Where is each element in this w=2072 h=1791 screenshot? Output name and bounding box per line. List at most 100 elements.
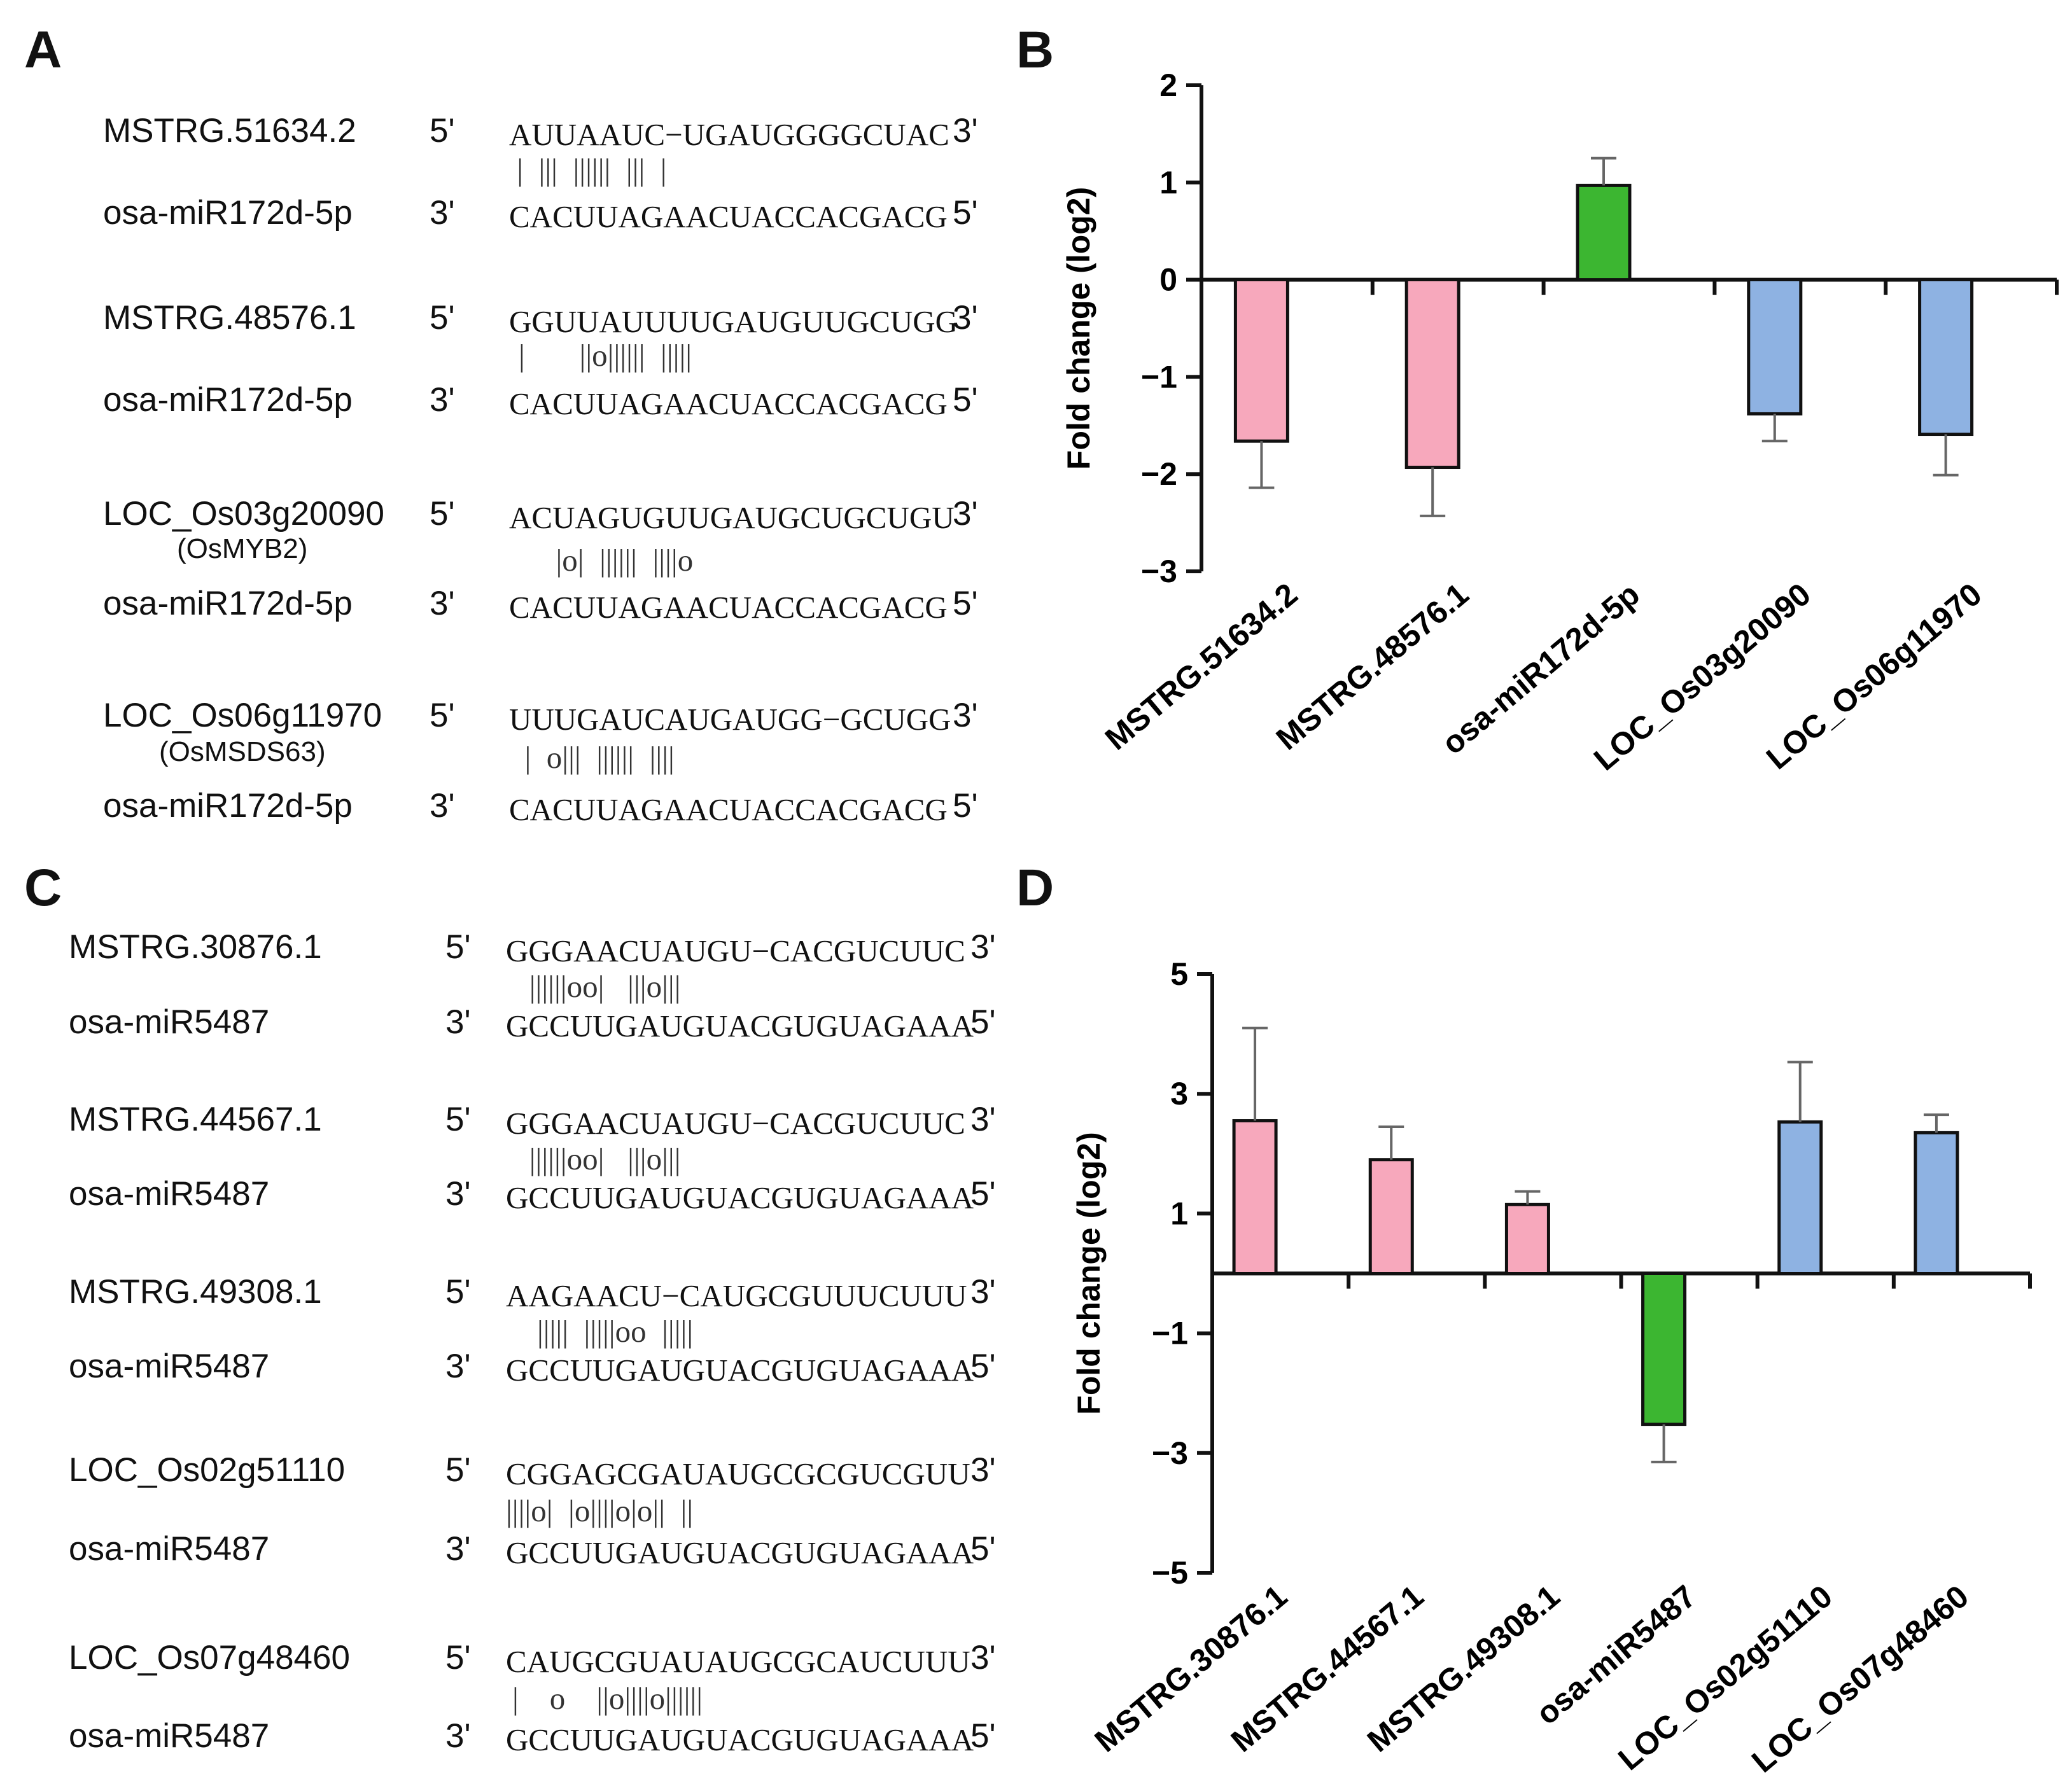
- target-3prime: 3': [953, 495, 978, 533]
- y-tick-label: −3: [1141, 554, 1177, 589]
- base-pairing: ||||| |||||oo |||||: [506, 1314, 694, 1349]
- mirna-3prime: 3': [430, 381, 455, 419]
- bar: [1777, 1120, 1823, 1275]
- y-tick-label: 2: [1159, 67, 1177, 103]
- y-axis-label: Fold change (log2): [1071, 1132, 1107, 1414]
- mirna-5prime: 5': [970, 1175, 996, 1213]
- bar: [1914, 1131, 1959, 1275]
- mirna-5prime: 5': [970, 1003, 996, 1041]
- y-tick-label: −1: [1141, 359, 1177, 394]
- target-name: MSTRG.44567.1: [69, 1101, 322, 1138]
- target-sequence: GGGAACUAUGU−CACGUCUUC: [506, 1106, 965, 1141]
- chart-d-fold-change: Fold change (log2)−5−3−1135MSTRG.30876.1…: [1071, 956, 2032, 1780]
- mirna-name: osa-miR172d-5p: [103, 585, 353, 622]
- bar: [1368, 1158, 1414, 1275]
- mirna-5prime: 5': [970, 1348, 996, 1385]
- target-3prime: 3': [970, 1273, 996, 1311]
- mirna-sequence: GCCUUGAUGUACGUGUAGAAA: [506, 1353, 974, 1388]
- mirna-3prime: 3': [445, 1348, 471, 1385]
- mirna-3prime: 3': [445, 1003, 471, 1041]
- y-tick-label: 0: [1159, 262, 1177, 298]
- mirna-name: osa-miR5487: [69, 1348, 270, 1385]
- bar: [1404, 278, 1460, 470]
- target-name: MSTRG.48576.1: [103, 299, 356, 337]
- target-5prime: 5': [430, 112, 455, 150]
- mirna-5prime: 5': [953, 787, 978, 825]
- base-pairing: ||||||oo| |||o|||: [506, 969, 681, 1004]
- target-3prime: 3': [970, 928, 996, 966]
- target-3prime: 3': [953, 697, 978, 734]
- base-pairing: | ||o|||||| |||||: [519, 338, 692, 373]
- target-3prime: 3': [970, 1101, 996, 1138]
- target-5prime: 5': [430, 697, 455, 734]
- mirna-3prime: 3': [445, 1717, 471, 1755]
- mirna-3prime: 3': [445, 1175, 471, 1213]
- mirna-name: osa-miR5487: [69, 1175, 270, 1213]
- mirna-5prime: 5': [970, 1530, 996, 1568]
- bar: [1641, 1272, 1687, 1426]
- mirna-sequence: CACUUAGAACUACCACGACG: [509, 590, 948, 625]
- target-sequence: AUUAAUC−UGAUGGGGCUAC: [509, 117, 949, 152]
- target-gene-alias: (OsMYB2): [177, 533, 308, 564]
- target-3prime: 3': [953, 299, 978, 337]
- bar: [1576, 183, 1632, 282]
- y-tick-label: −1: [1152, 1316, 1188, 1351]
- y-tick-label: −2: [1141, 456, 1177, 492]
- target-3prime: 3': [970, 1639, 996, 1676]
- mirna-3prime: 3': [430, 194, 455, 232]
- mirna-sequence: GCCUUGAUGUACGUGUAGAAA: [506, 1722, 974, 1757]
- mirna-name: osa-miR172d-5p: [103, 381, 353, 419]
- panel-letter-b: B: [1016, 21, 1054, 79]
- target-sequence: UUUGAUCAUGAUGG−GCUGG: [509, 702, 951, 737]
- y-tick-label: −3: [1152, 1435, 1188, 1471]
- mirna-name: osa-miR172d-5p: [103, 194, 353, 232]
- mirna-name: osa-miR172d-5p: [103, 787, 353, 825]
- mirna-sequence: CACUUAGAACUACCACGACG: [509, 386, 948, 421]
- target-name: MSTRG.30876.1: [69, 928, 322, 966]
- mirna-5prime: 5': [953, 381, 978, 419]
- mirna-sequence: CACUUAGAACUACCACGACG: [509, 792, 948, 827]
- mirna-5prime: 5': [970, 1717, 996, 1755]
- target-name: LOC_Os07g48460: [69, 1639, 350, 1676]
- bar: [1747, 278, 1803, 415]
- target-5prime: 5': [445, 1273, 471, 1311]
- target-5prime: 5': [445, 928, 471, 966]
- mirna-5prime: 5': [953, 585, 978, 622]
- panel-letter-d: D: [1016, 859, 1054, 917]
- target-5prime: 5': [445, 1101, 471, 1138]
- mirna-name: osa-miR5487: [69, 1003, 270, 1041]
- chart-b-fold-change: Fold change (log2)−3−2−1012MSTRG.51634.2…: [1061, 67, 2059, 777]
- bar: [1504, 1202, 1550, 1275]
- target-sequence: ACUAGUGUUGAUGCUGCUGU: [509, 500, 955, 535]
- mirna-name: osa-miR5487: [69, 1530, 270, 1568]
- target-name: LOC_Os06g11970: [103, 697, 382, 734]
- panel-letter-a: A: [24, 21, 62, 79]
- target-name: MSTRG.51634.2: [103, 112, 356, 150]
- target-name: LOC_Os02g51110: [69, 1451, 346, 1489]
- target-5prime: 5': [430, 495, 455, 533]
- base-pairing: | ||| |||||| ||| |: [509, 152, 667, 187]
- bar: [1232, 1119, 1278, 1276]
- mirna-sequence: GCCUUGAUGUACGUGUAGAAA: [506, 1180, 974, 1215]
- mirna-3prime: 3': [430, 787, 455, 825]
- y-axis-label: Fold change (log2): [1061, 187, 1096, 470]
- target-gene-alias: (OsMSDS63): [159, 736, 326, 767]
- mirna-5prime: 5': [953, 194, 978, 232]
- bar: [1233, 278, 1289, 443]
- y-tick-label: 1: [1159, 165, 1177, 200]
- target-5prime: 5': [445, 1451, 471, 1489]
- y-tick-label: −5: [1152, 1555, 1188, 1591]
- base-pairing: |o| |||||| ||||o: [509, 543, 694, 578]
- mirna-sequence: GCCUUGAUGUACGUGUAGAAA: [506, 1535, 974, 1570]
- base-pairing: ||||o| |o||||o|o|| ||: [506, 1493, 694, 1528]
- mirna-sequence: CACUUAGAACUACCACGACG: [509, 199, 948, 234]
- target-5prime: 5': [430, 299, 455, 337]
- base-pairing: | o ||o||||o||||||: [512, 1681, 703, 1716]
- base-pairing: | o||| |||||| ||||: [509, 740, 675, 775]
- target-name: MSTRG.49308.1: [69, 1273, 322, 1311]
- y-tick-label: 5: [1170, 956, 1188, 992]
- target-name: LOC_Os03g20090: [103, 495, 384, 533]
- panel-letter-c: C: [24, 859, 62, 917]
- mirna-sequence: GCCUUGAUGUACGUGUAGAAA: [506, 1008, 974, 1043]
- mirna-3prime: 3': [430, 585, 455, 622]
